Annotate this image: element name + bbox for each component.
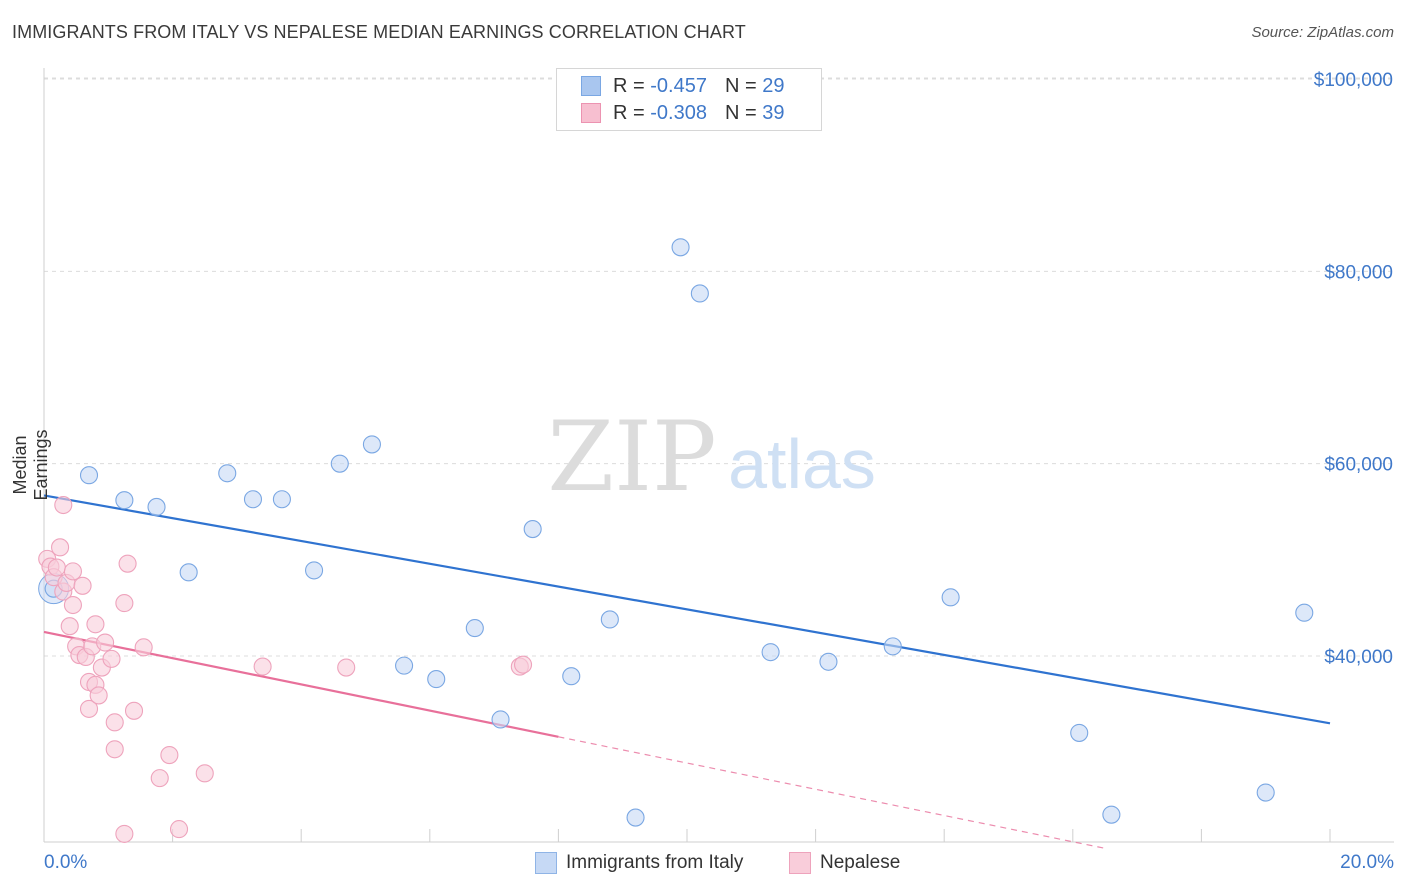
data-point-italy — [147, 497, 166, 516]
data-point-italy — [523, 520, 542, 539]
legend-swatch-italy — [581, 76, 601, 96]
data-point-nepalese — [79, 699, 99, 718]
watermark-zip: ZIP — [547, 401, 716, 513]
data-point-nepalese — [86, 615, 105, 634]
legend-r-label: R = — [613, 74, 645, 97]
data-point-nepalese — [115, 594, 134, 613]
data-point-nepalese — [150, 769, 169, 788]
data-point-italy — [626, 808, 645, 827]
data-point-nepalese — [51, 538, 70, 557]
legend-row-italy: R = -0.457 N = 29 — [581, 74, 784, 98]
data-point-italy — [179, 563, 198, 582]
data-point-nepalese — [60, 617, 79, 636]
data-point-italy — [243, 490, 263, 509]
grid-lines — [44, 77, 1394, 657]
data-point-italy — [79, 466, 99, 485]
data-point-italy — [1295, 603, 1314, 622]
y-tick-label: $100,000 — [1314, 70, 1393, 91]
legend-swatch-italy — [535, 852, 557, 874]
y-tick-labels: $40,000 $60,000 $80,000 $100,000 — [1314, 70, 1393, 668]
data-point-italy — [330, 454, 349, 473]
legend-swatch-nepalese — [581, 103, 601, 123]
legend-label-italy: Immigrants from Italy — [566, 852, 744, 873]
data-point-italy — [883, 637, 902, 656]
chart-title: IMMIGRANTS FROM ITALY VS NEPALESE MEDIAN… — [12, 22, 746, 42]
legend-item-italy: Immigrants from Italy — [535, 852, 743, 874]
data-point-italy — [115, 491, 134, 510]
data-point-italy — [362, 435, 381, 454]
data-point-nepalese — [195, 764, 214, 783]
legend-row-nepalese: R = -0.308 N = 39 — [581, 101, 784, 125]
data-point-italy — [671, 238, 690, 257]
x-axis-min-label: 0.0% — [44, 852, 88, 873]
watermark: ZIP atlas — [547, 401, 876, 513]
trend-lines — [43, 494, 1331, 849]
data-point-italy — [305, 561, 324, 580]
data-point-italy — [941, 588, 960, 607]
data-point-italy — [690, 284, 709, 303]
data-point-italy — [395, 656, 414, 675]
data-point-nepalese — [118, 554, 137, 573]
data-point-italy — [427, 670, 446, 689]
data-point-nepalese — [105, 713, 124, 732]
data-point-nepalese — [337, 658, 356, 677]
y-tick-label: $80,000 — [1324, 262, 1393, 283]
data-points — [38, 238, 1314, 843]
data-point-nepalese — [54, 495, 73, 515]
legend-r-value: -0.457 — [650, 74, 707, 97]
data-point-nepalese — [63, 595, 82, 615]
data-point-nepalese — [96, 633, 115, 652]
legend-n-label: N = — [724, 101, 757, 124]
legend-r-value: -0.308 — [650, 101, 707, 124]
data-point-italy — [465, 619, 484, 638]
legend-swatch-nepalese — [789, 852, 811, 874]
data-point-nepalese — [169, 820, 189, 839]
correlation-legend: R = -0.457 N = 29 R = -0.308 N = 39 — [556, 68, 822, 131]
legend-item-nepalese: Nepalese — [789, 852, 900, 874]
legend-n-value: 29 — [762, 74, 785, 97]
legend-label-nepalese: Nepalese — [820, 852, 901, 873]
legend-n-value: 39 — [762, 101, 785, 124]
data-point-italy — [218, 464, 237, 483]
data-point-nepalese — [63, 562, 82, 581]
data-point-nepalese — [115, 824, 134, 843]
data-point-nepalese — [134, 638, 153, 657]
y-tick-label: $60,000 — [1324, 455, 1393, 476]
y-tick-label: $40,000 — [1324, 647, 1393, 668]
legend-r-label: R = — [613, 101, 645, 124]
data-point-italy — [1102, 805, 1121, 824]
data-point-italy — [1256, 783, 1275, 802]
data-point-nepalese — [253, 657, 272, 676]
data-point-nepalese — [105, 740, 124, 759]
data-point-nepalese — [47, 558, 66, 577]
data-point-nepalese — [102, 649, 121, 668]
trend-line-extension-nepalese — [558, 736, 1106, 849]
data-point-italy — [819, 652, 838, 671]
data-point-italy — [1070, 723, 1089, 742]
data-point-italy — [491, 710, 510, 729]
x-axis-max-label: 20.0% — [1340, 852, 1394, 873]
legend-n-label: N = — [724, 74, 757, 97]
data-point-nepalese — [160, 746, 179, 765]
data-point-nepalese — [73, 576, 92, 595]
watermark-atlas: atlas — [728, 425, 876, 503]
y-axis-title: Median Earnings — [10, 429, 51, 501]
trend-line-nepalese — [43, 630, 559, 738]
data-point-nepalese — [89, 686, 108, 705]
trend-line-italy — [43, 494, 1331, 725]
series-legend: Immigrants from Italy Nepalese — [0, 852, 1406, 878]
data-point-nepalese — [124, 701, 144, 720]
data-point-nepalese — [513, 655, 533, 674]
data-point-italy — [600, 610, 619, 629]
data-point-italy — [272, 490, 291, 509]
source-label: Source: ZipAtlas.com — [1251, 24, 1394, 41]
axes — [43, 68, 1394, 843]
data-point-italy — [562, 667, 581, 686]
data-point-italy — [761, 643, 780, 662]
